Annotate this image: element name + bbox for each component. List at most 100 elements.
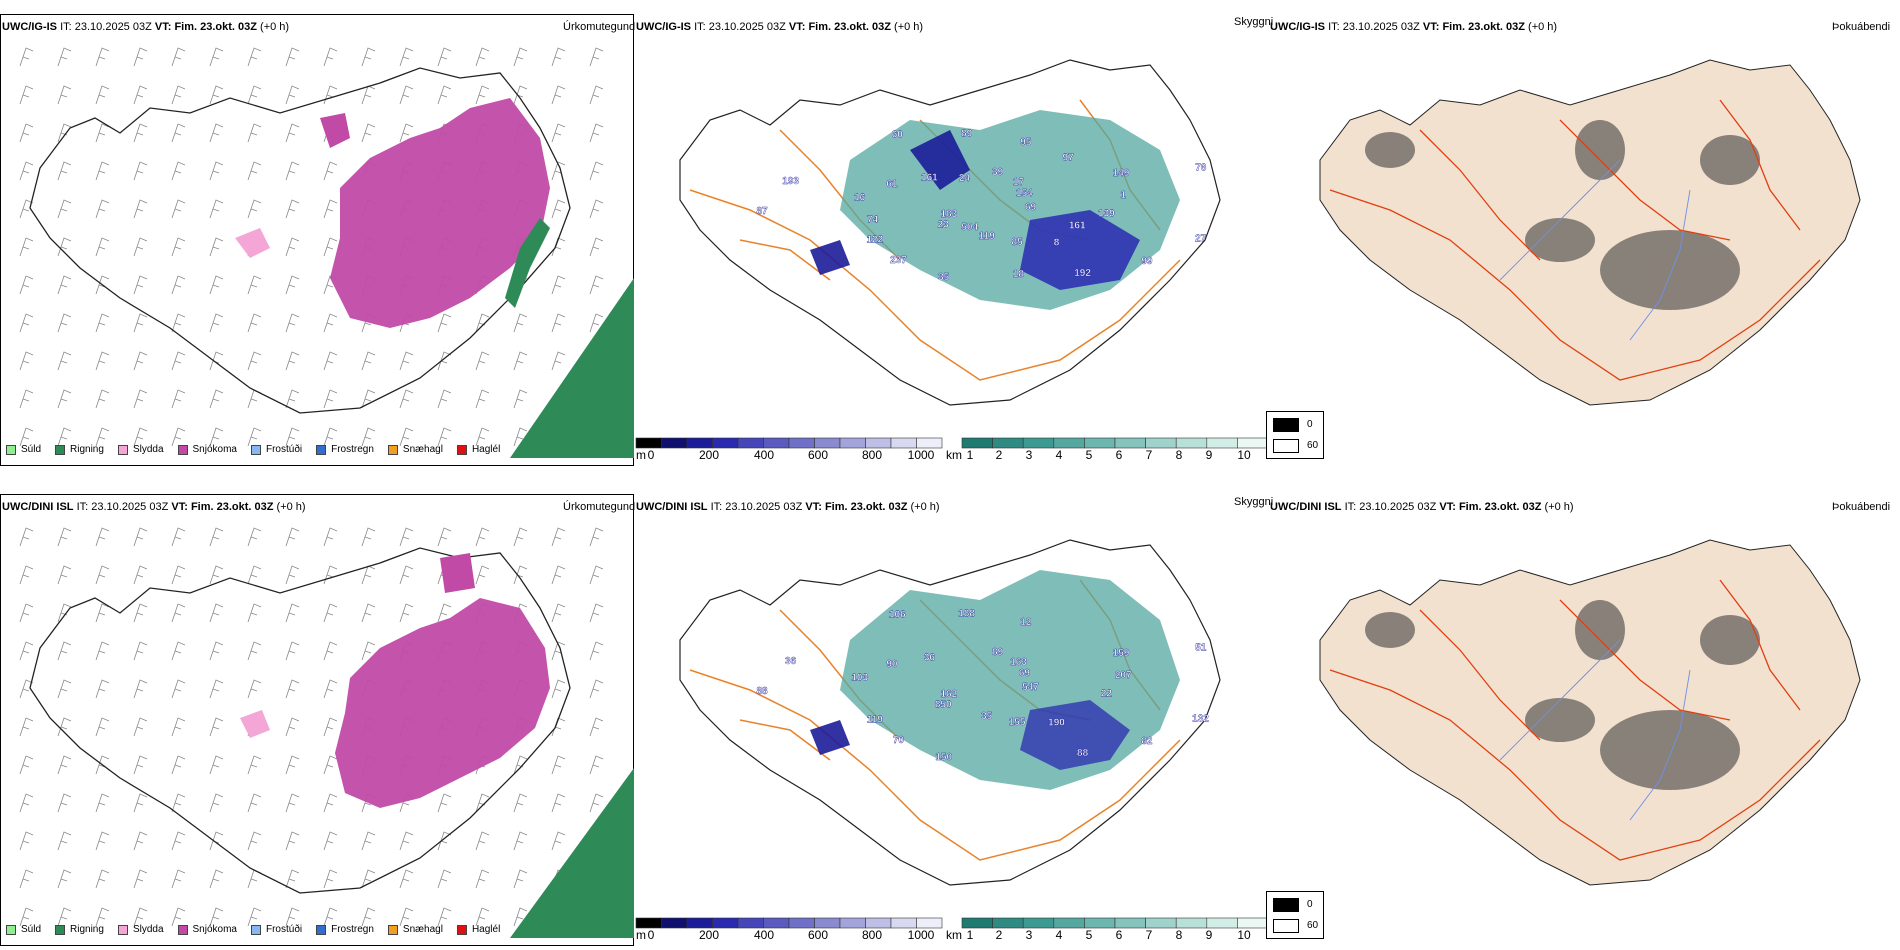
wind-barb [19, 527, 34, 547]
wind-barb [475, 565, 490, 585]
wind-barb [551, 603, 566, 623]
legend-label: Haglél [471, 924, 501, 935]
wind-barb [285, 389, 300, 409]
it-label: IT: [76, 501, 89, 513]
wind-barb [323, 389, 338, 409]
vis-dark-area [910, 130, 970, 190]
vis-value-label: 97 [1063, 153, 1075, 164]
wind-barb [475, 351, 490, 371]
scale-segment [737, 917, 764, 929]
vis-dark-area [810, 720, 850, 755]
legend-label: Frostúði [265, 924, 303, 935]
legend-swatch [177, 444, 188, 455]
legend-item: Súld [6, 924, 41, 935]
wind-barb [171, 869, 186, 889]
vis-value-label: 35 [981, 711, 993, 722]
vis-tick: 9 [1205, 928, 1213, 942]
wind-barb [209, 313, 224, 333]
wind-barb [95, 427, 110, 447]
wind-barb [323, 85, 338, 105]
roads [1329, 99, 1821, 381]
wind-barb [19, 717, 34, 737]
wind-barb [323, 641, 338, 661]
legend-swatch [117, 444, 128, 455]
wind-barb [133, 275, 148, 295]
vis-tick: 4 [1055, 928, 1063, 942]
vis-value-label: 193 [782, 176, 799, 187]
vt-label: VT: [805, 501, 822, 513]
wind-barb [589, 161, 604, 181]
vis-value-label: 8 [1054, 237, 1060, 248]
wind-barb [209, 123, 224, 143]
wind-barb [323, 755, 338, 775]
wind-barb [323, 603, 338, 623]
scale-segment [1175, 917, 1208, 929]
wind-barb [95, 679, 110, 699]
scale-segment [961, 437, 993, 449]
wind-barb [437, 869, 452, 889]
wind-barb [171, 831, 186, 851]
wind-barb [209, 275, 224, 295]
wind-barb [57, 603, 72, 623]
wind-barb [133, 351, 148, 371]
wind-barb [285, 793, 300, 813]
wind-barb [133, 427, 148, 447]
vis-value-label: 36 [924, 652, 936, 663]
vis-value-label: 74 [867, 215, 879, 226]
wind-barb [285, 85, 300, 105]
lead-time: (+0 h) [894, 21, 924, 33]
wind-barb [209, 869, 224, 889]
scale-segment [635, 437, 662, 449]
wind-barb [437, 603, 452, 623]
model-name: UWC/DINI ISL [636, 501, 708, 513]
wind-barb [551, 679, 566, 699]
wind-barb [171, 237, 186, 257]
wind-barb [361, 351, 376, 371]
vis-tick: 7 [1145, 448, 1153, 462]
height-tick: 400 [753, 448, 775, 462]
wind-barb [133, 679, 148, 699]
wind-barb [589, 313, 604, 333]
precip-title: Úrkomutegund [563, 501, 636, 513]
vis-value-label: 103 [851, 673, 868, 684]
legend-item: Slydda [117, 924, 164, 935]
vis-title: Skyggni [1234, 496, 1274, 508]
wind-barb [19, 123, 34, 143]
vis-value-label: 89 [992, 647, 1004, 658]
vis-value-label: 183 [940, 209, 957, 220]
scale-segment [635, 917, 662, 929]
wind-barb [171, 199, 186, 219]
wind-barb [57, 47, 72, 67]
it-value: 23.10.2025 03Z [91, 501, 169, 513]
scale-segment [1084, 917, 1116, 929]
wind-barb [19, 869, 34, 889]
vis-tick: 9 [1205, 448, 1213, 462]
wind-barb [247, 679, 262, 699]
wind-barb [19, 427, 34, 447]
vis-value-label: 161 [921, 172, 938, 183]
vis-value-label: 207 [1115, 670, 1132, 681]
vt-label: VT: [1422, 21, 1440, 33]
scale-segment [1175, 437, 1208, 449]
wind-barb [361, 831, 376, 851]
wind-barb [285, 869, 300, 889]
scale-segment [686, 917, 713, 929]
legend-label: Haglél [471, 444, 501, 455]
height-tick: 400 [753, 928, 775, 942]
wind-barb [57, 199, 72, 219]
vis-dark-area [1020, 210, 1140, 290]
vis-value-label: 188 [958, 608, 975, 619]
wind-barb [247, 641, 262, 661]
wind-barb [513, 527, 528, 547]
wind-barb [209, 755, 224, 775]
wind-barb [57, 85, 72, 105]
wind-barb [475, 831, 490, 851]
cloud-title: Þokuábendi [1832, 501, 1891, 513]
vis-value-label: 159 [1113, 648, 1130, 659]
cloud-legend-box: 0 60 [1266, 891, 1324, 939]
scale-segment [992, 437, 1024, 449]
wind-barb [285, 641, 300, 661]
legend-swatch [316, 444, 327, 455]
scale-segment [712, 437, 739, 449]
roads [1329, 579, 1821, 861]
